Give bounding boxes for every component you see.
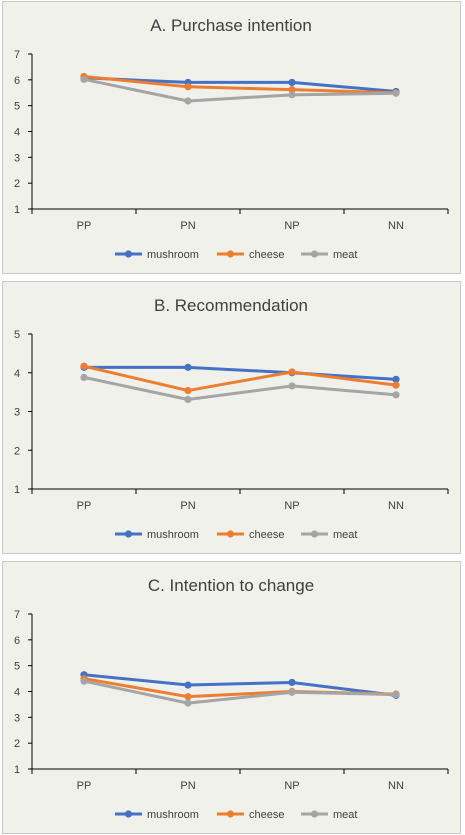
y-tick-label: 4 bbox=[14, 368, 20, 380]
chart-panel-recommendation: B. Recommendation 1 2 3 4 5 PP PN NP NN mushroom ch… bbox=[2, 281, 461, 554]
y-tick-label: 2 bbox=[14, 178, 20, 190]
data-point-meat bbox=[184, 395, 192, 404]
x-tick-label: NN bbox=[388, 220, 404, 232]
x-tick-label: NN bbox=[388, 500, 404, 512]
data-point-meat bbox=[184, 97, 192, 105]
legend-label-cheese: cheese bbox=[249, 529, 284, 541]
legend-label-cheese: cheese bbox=[249, 809, 284, 821]
y-tick-label: 3 bbox=[14, 407, 20, 419]
data-point-mushroom bbox=[288, 678, 296, 687]
y-tick-label: 7 bbox=[14, 609, 20, 621]
data-point-mushroom bbox=[184, 363, 192, 371]
data-point-mushroom bbox=[184, 681, 192, 689]
legend-label-mushroom: mushroom bbox=[147, 249, 199, 261]
chart-panel-intention-to-change: C. Intention to change 1 2 3 4 5 6 7 PP PN NP NN mus… bbox=[2, 561, 461, 834]
data-point-meat bbox=[288, 382, 296, 390]
x-tick-label: NP bbox=[284, 780, 299, 792]
y-tick-label: 2 bbox=[14, 445, 20, 457]
data-point-meat bbox=[184, 699, 192, 707]
legend-label-cheese: cheese bbox=[249, 249, 284, 261]
x-tick-label: PP bbox=[77, 220, 92, 232]
series-line-cheese bbox=[83, 364, 397, 393]
series-line-meat bbox=[83, 77, 397, 103]
data-point-meat bbox=[392, 691, 400, 699]
y-tick-label: 6 bbox=[14, 635, 20, 647]
x-tick-label: PP bbox=[77, 500, 92, 512]
data-point-cheese bbox=[80, 362, 88, 370]
x-tick-label: NP bbox=[284, 220, 299, 232]
data-point-meat bbox=[288, 688, 296, 696]
y-tick-label: 3 bbox=[14, 152, 20, 164]
legend-label-meat: meat bbox=[333, 529, 357, 541]
legend-label-mushroom: mushroom bbox=[147, 809, 199, 821]
series-line-mushroom bbox=[83, 76, 397, 93]
legend-marker-mushroom bbox=[124, 250, 133, 258]
data-point-cheese bbox=[184, 83, 192, 91]
legend-marker-meat bbox=[310, 530, 319, 538]
y-tick-label: 1 bbox=[14, 204, 20, 216]
x-tick-label: PN bbox=[180, 500, 195, 512]
chart-title: C. Intention to change bbox=[148, 576, 314, 595]
chart-svg: B. Recommendation 1 2 3 4 5 PP PN NP NN mushroom ch… bbox=[14, 296, 449, 541]
legend-marker-cheese bbox=[226, 250, 235, 258]
y-tick-label: 7 bbox=[14, 49, 20, 61]
legend-marker-mushroom bbox=[124, 530, 133, 538]
legend-marker-meat bbox=[310, 810, 319, 818]
chart-title: A. Purchase intention bbox=[150, 16, 312, 35]
series-line-cheese bbox=[83, 74, 397, 95]
x-tick-label: PN bbox=[180, 220, 195, 232]
series-line-mushroom bbox=[84, 365, 397, 381]
legend-label-meat: meat bbox=[333, 809, 357, 821]
series-line-mushroom bbox=[83, 673, 397, 697]
legend-marker-meat bbox=[310, 250, 319, 258]
y-tick-label: 3 bbox=[14, 712, 20, 724]
chart-panel-purchase-intention: A. Purchase intention 1 2 3 4 5 6 7 PP PN NP NN mush… bbox=[2, 1, 461, 274]
legend-label-meat: meat bbox=[333, 249, 357, 261]
legend-label-mushroom: mushroom bbox=[147, 529, 199, 541]
y-tick-label: 4 bbox=[14, 687, 20, 699]
y-tick-label: 1 bbox=[14, 484, 20, 496]
data-point-cheese bbox=[288, 368, 296, 376]
data-point-meat bbox=[392, 391, 400, 399]
x-tick-label: PN bbox=[180, 780, 195, 792]
y-tick-label: 5 bbox=[14, 661, 20, 673]
y-tick-label: 2 bbox=[14, 738, 20, 750]
y-tick-label: 5 bbox=[14, 101, 20, 113]
x-tick-label: NN bbox=[388, 780, 404, 792]
legend-marker-mushroom bbox=[124, 810, 133, 818]
legend-marker-cheese bbox=[226, 810, 235, 818]
y-tick-label: 5 bbox=[14, 329, 20, 341]
series-line-meat bbox=[83, 375, 397, 401]
data-point-cheese bbox=[288, 86, 296, 94]
y-tick-label: 1 bbox=[14, 764, 20, 776]
data-point-cheese bbox=[184, 693, 192, 701]
y-tick-label: 4 bbox=[14, 127, 20, 139]
data-point-meat bbox=[80, 677, 88, 685]
chart-title: B. Recommendation bbox=[154, 296, 308, 315]
y-tick-label: 6 bbox=[14, 75, 20, 87]
series-line-meat bbox=[83, 679, 397, 705]
data-point-cheese bbox=[392, 381, 400, 389]
x-tick-label: NP bbox=[284, 500, 299, 512]
chart-svg: C. Intention to change 1 2 3 4 5 6 7 PP PN NP NN mus… bbox=[14, 576, 449, 821]
data-point-cheese bbox=[184, 386, 192, 395]
data-point-mushroom bbox=[288, 78, 296, 87]
data-point-mushroom bbox=[392, 375, 400, 383]
data-point-meat bbox=[80, 373, 88, 381]
chart-svg: A. Purchase intention 1 2 3 4 5 6 7 PP PN NP NN mush… bbox=[14, 16, 449, 261]
x-tick-label: PP bbox=[77, 780, 92, 792]
data-point-meat bbox=[392, 89, 400, 97]
legend-marker-cheese bbox=[226, 530, 235, 538]
data-point-meat bbox=[288, 91, 296, 99]
data-point-meat bbox=[80, 75, 88, 83]
